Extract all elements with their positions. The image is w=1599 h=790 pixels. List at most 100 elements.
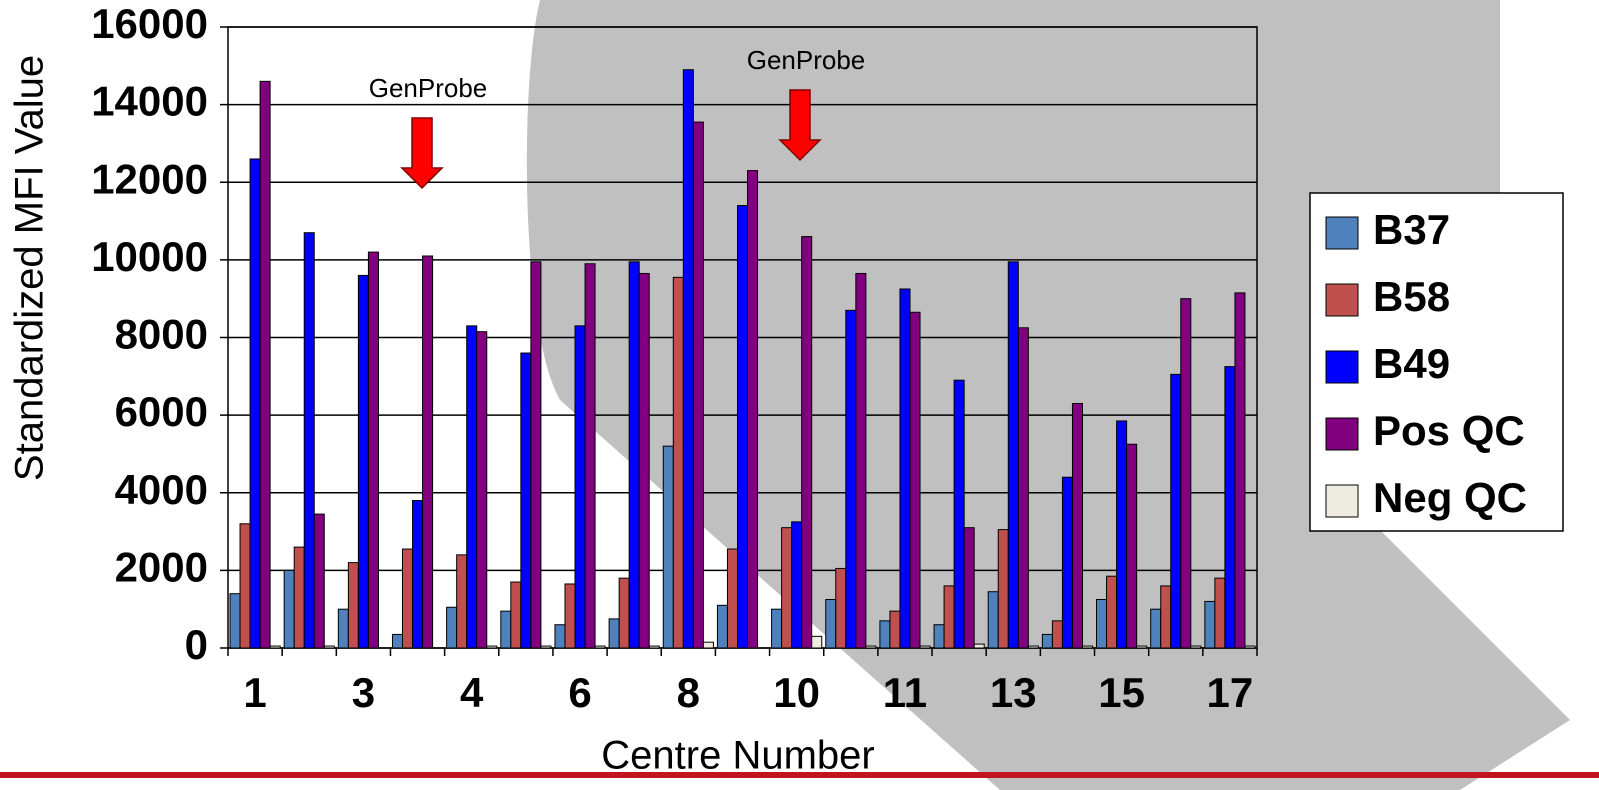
bar: [584, 263, 596, 649]
bar: [702, 641, 714, 649]
bar: [1180, 298, 1192, 649]
arrow: [400, 117, 444, 190]
y-tick-label: 2000: [115, 543, 208, 590]
bar: [510, 581, 522, 649]
bar: [1081, 645, 1094, 649]
bar: [293, 546, 305, 649]
bar: [239, 523, 251, 649]
bar: [845, 309, 857, 649]
bar: [229, 593, 241, 649]
bar: [564, 583, 576, 649]
bar: [781, 527, 793, 649]
bar: [540, 645, 552, 649]
legend-label: Pos QC: [1373, 407, 1525, 454]
bar: [953, 379, 965, 649]
bar: [1116, 420, 1128, 649]
bar: [323, 645, 335, 649]
bar: [726, 548, 738, 649]
footer-bar: [0, 772, 1599, 778]
legend-label: B37: [1373, 206, 1450, 253]
legend-swatch: [1325, 417, 1359, 451]
x-tick-label: 6: [568, 669, 591, 716]
bar: [648, 645, 660, 649]
bar: [1244, 645, 1256, 649]
bar: [1041, 633, 1053, 649]
y-tick-label: 10000: [91, 233, 208, 280]
legend-swatch: [1325, 216, 1359, 250]
bar: [283, 569, 295, 649]
bar: [1160, 585, 1172, 649]
bar: [672, 276, 684, 649]
bar: [736, 205, 749, 649]
bar: [412, 500, 424, 649]
x-axis-label: Centre Number: [601, 734, 874, 778]
bar: [662, 445, 674, 649]
bar: [1126, 443, 1138, 649]
bar: [889, 610, 901, 649]
bar: [855, 272, 867, 649]
y-axis-label: Standardized MFI Value: [8, 55, 52, 481]
bar: [530, 261, 542, 649]
y-tick-label: 4000: [115, 466, 208, 513]
bar: [791, 521, 803, 649]
bar: [1136, 645, 1148, 649]
bar: [269, 645, 281, 649]
y-tick-label: 16000: [91, 0, 208, 47]
annotation: GenProbe: [369, 73, 488, 103]
annotation: GenProbe: [747, 45, 866, 75]
bar: [1190, 645, 1202, 649]
bar: [919, 645, 931, 649]
bar: [1170, 373, 1182, 649]
legend-label: B49: [1373, 340, 1450, 387]
bar: [747, 170, 759, 649]
x-tick-label: 4: [460, 669, 484, 716]
x-tick-label: 15: [1098, 669, 1145, 716]
y-tick-label: 14000: [91, 78, 208, 125]
x-tick-label: 10: [773, 669, 820, 716]
x-tick-label: 1: [243, 669, 266, 716]
bar: [973, 643, 985, 649]
legend-swatch: [1325, 283, 1359, 317]
y-tick-label: 0: [185, 621, 208, 668]
bar: [1106, 575, 1118, 649]
bar: [682, 69, 694, 649]
bar: [500, 610, 512, 649]
bar: [997, 529, 1009, 649]
arrow: [778, 89, 822, 162]
bar: [1234, 292, 1246, 649]
bar: [466, 325, 478, 649]
bar: [1017, 327, 1029, 649]
bar: [486, 645, 498, 649]
bar: [899, 288, 911, 649]
y-tick-label: 6000: [115, 388, 208, 435]
legend-swatch: [1325, 350, 1359, 384]
bar: [628, 261, 640, 649]
bar: [347, 562, 359, 649]
bar: [313, 513, 325, 649]
bar: [476, 331, 488, 649]
bar: [608, 618, 620, 649]
bar: [943, 585, 955, 649]
bar: [771, 608, 783, 649]
bar: [1027, 645, 1039, 649]
bar: [1150, 608, 1162, 649]
bar: [638, 272, 650, 649]
bar: [865, 645, 877, 649]
bar: [422, 255, 434, 649]
x-tick-label: 8: [677, 669, 700, 716]
bar: [933, 624, 945, 649]
bar: [249, 158, 261, 649]
legend-swatch: [1325, 484, 1359, 518]
bar: [402, 548, 414, 649]
bar: [554, 624, 566, 649]
bar: [963, 527, 975, 649]
bar: [1061, 476, 1073, 649]
bar: [391, 633, 404, 649]
x-tick-label: 3: [352, 669, 375, 716]
bar: [303, 232, 315, 649]
legend-label: B58: [1373, 273, 1450, 320]
bar: [594, 645, 606, 649]
bar: [716, 604, 728, 649]
bar: [811, 635, 823, 649]
x-tick-label: 17: [1207, 669, 1254, 716]
